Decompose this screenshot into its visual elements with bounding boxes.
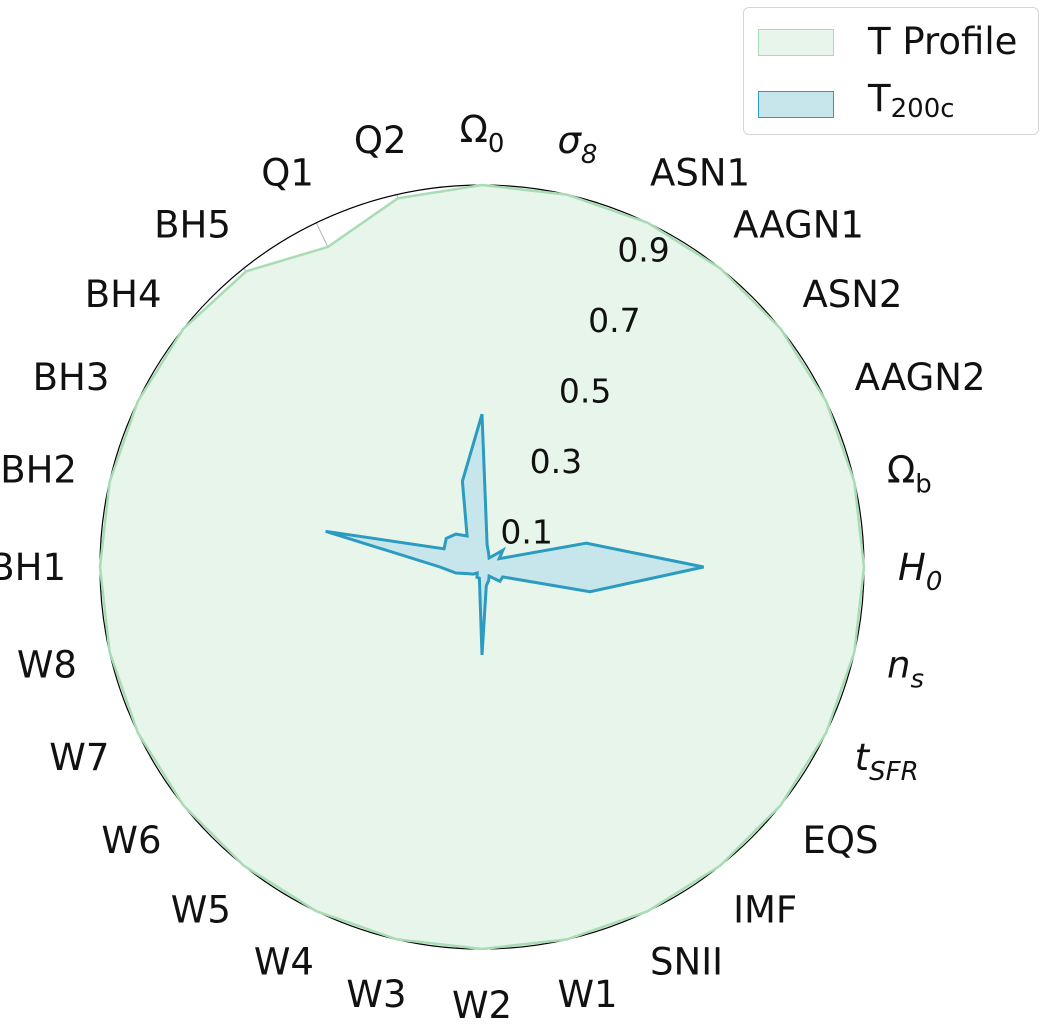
axis-label: W8 <box>17 643 77 686</box>
axis-label: AAGN1 <box>733 204 864 247</box>
legend: T Profile T200c <box>743 7 1039 135</box>
axis-label: H0 <box>898 546 942 597</box>
axis-label: IMF <box>733 888 797 931</box>
axis-label: BH2 <box>0 449 77 492</box>
axis-label: W4 <box>254 941 314 984</box>
axis-label: σ8 <box>557 119 597 170</box>
axis-labels: Ω0 σ8 ASN1 AAGN1 ASN2 AAGN2 Ωb H0 ns tSFR EQSIMFSN… <box>0 108 986 1027</box>
radial-tick-labels: 0.1 0.3 0.5 0.7 0.9 <box>500 230 669 551</box>
axis-label: EQS <box>802 819 878 862</box>
axis-label: W3 <box>346 973 406 1016</box>
axis-label: BH1 <box>0 546 66 589</box>
radial-tick-label: 0.3 <box>530 442 582 481</box>
axis-label: ns <box>887 643 924 694</box>
axis-label: W7 <box>49 736 109 779</box>
axis-label: ASN1 <box>650 151 750 194</box>
radial-tick-label: 0.9 <box>617 230 669 269</box>
axis-label: W1 <box>557 973 617 1016</box>
axis-label: AAGN2 <box>855 356 986 399</box>
axis-label: BH4 <box>85 273 162 316</box>
axis-label: SNII <box>650 941 723 984</box>
series-polygon-1 <box>325 413 704 655</box>
axis-label: W6 <box>101 819 161 862</box>
legend-item-t-profile: T Profile <box>758 22 1017 62</box>
axis-label: tSFR <box>855 736 919 787</box>
axis-label: BH3 <box>33 356 110 399</box>
legend-swatch-t200c <box>758 90 834 118</box>
axis-label: Q2 <box>354 119 407 162</box>
legend-swatch-t-profile <box>758 28 834 56</box>
radial-tick-label: 0.1 <box>500 513 552 552</box>
radial-tick-label: 0.7 <box>588 301 640 340</box>
legend-label-t-profile: T Profile <box>868 20 1018 63</box>
axis-label: Ωb <box>887 449 932 500</box>
axis-label: Q1 <box>261 151 314 194</box>
axis-label: W5 <box>171 888 231 931</box>
legend-item-t200c: T200c <box>758 79 955 124</box>
radial-tick-label: 0.5 <box>559 372 611 411</box>
legend-label-t200c: T200c <box>868 77 955 125</box>
axis-label: Ω0 <box>460 108 505 159</box>
radar-series <box>98 183 866 951</box>
axis-label: ASN2 <box>802 273 902 316</box>
axis-label: BH5 <box>154 204 231 247</box>
axis-label: W2 <box>452 984 512 1027</box>
